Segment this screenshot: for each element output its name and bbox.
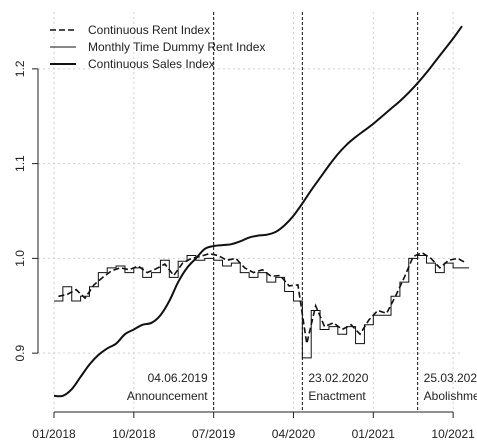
legend-label: Monthly Time Dummy Rent Index xyxy=(88,40,265,54)
event-annotations: 04.06.2019 Announcement 23.02.2020 Enactmen… xyxy=(127,371,477,403)
x-tick-label: 04/2020 xyxy=(272,427,316,441)
series-line-solid xyxy=(53,25,463,398)
event-name-label: Announcement xyxy=(127,389,208,403)
event-date-label: 25.03.2021 xyxy=(424,371,477,385)
event-name-label: Abolishment xyxy=(424,389,477,403)
x-tick-label: 01/2018 xyxy=(32,427,76,441)
event-name-label: Enactment xyxy=(308,389,366,403)
series-lines xyxy=(53,25,470,398)
event-date-label: 04.06.2019 xyxy=(148,371,208,385)
x-tick-label: 07/2019 xyxy=(192,427,236,441)
event-date-label: 23.02.2020 xyxy=(308,371,368,385)
y-tick-label: 0.9 xyxy=(13,344,27,361)
x-tick-label: 10/2018 xyxy=(112,427,156,441)
event-lines xyxy=(213,12,419,410)
series-line-dashed xyxy=(58,251,467,344)
grid xyxy=(38,12,462,410)
series-line-step xyxy=(54,255,470,359)
y-tick-label: 1.2 xyxy=(13,60,27,77)
y-tick-label: 1.0 xyxy=(13,250,27,267)
x-tick-label: 10/2021 xyxy=(431,427,475,441)
legend-label: Continuous Rent Index xyxy=(88,23,210,37)
axes: 0.9 1.0 1.1 1.2 01/2018 10/2018 07/2019 04/2020… xyxy=(13,60,475,441)
x-tick-label: 01/2021 xyxy=(352,427,396,441)
legend-label: Continuous Sales Index xyxy=(88,57,215,71)
y-tick-label: 1.1 xyxy=(13,155,27,172)
legend: Continuous Rent Index Monthly Time Dummy … xyxy=(50,23,265,71)
